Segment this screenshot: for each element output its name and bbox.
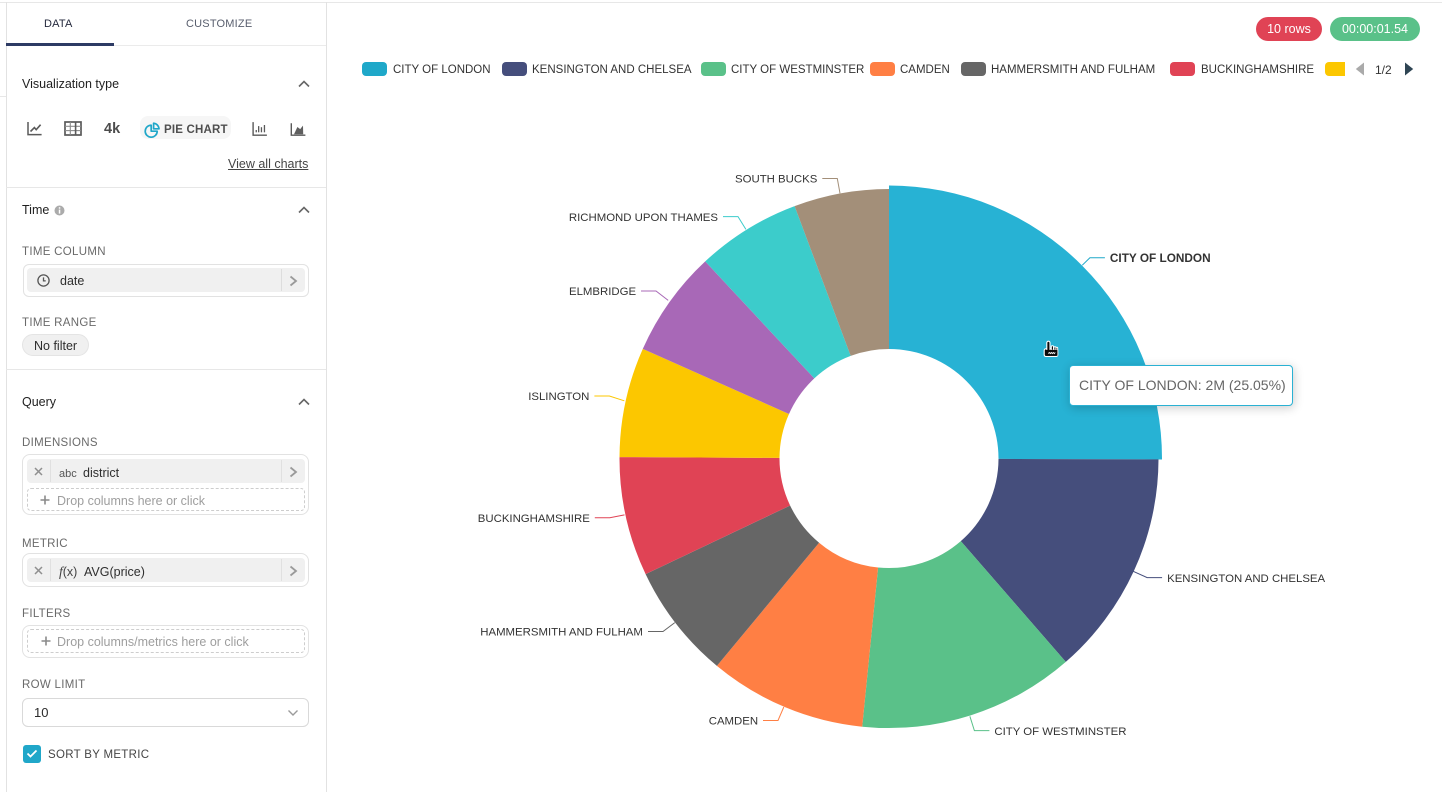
svg-text:BUCKINGHAMSHIRE: BUCKINGHAMSHIRE [478,513,590,525]
svg-text:SOUTH BUCKS: SOUTH BUCKS [735,174,818,186]
svg-text:ISLINGTON: ISLINGTON [528,391,589,403]
svg-text:CITY OF WESTMINSTER: CITY OF WESTMINSTER [994,726,1126,738]
svg-text:HAMMERSMITH AND FULHAM: HAMMERSMITH AND FULHAM [480,627,643,639]
svg-text:RICHMOND UPON THAMES: RICHMOND UPON THAMES [569,212,719,224]
svg-text:CAMDEN: CAMDEN [709,716,758,728]
svg-text:KENSINGTON AND CHELSEA: KENSINGTON AND CHELSEA [1167,573,1325,585]
svg-text:CITY OF LONDON: CITY OF LONDON [1110,251,1211,265]
svg-text:ELMBRIDGE: ELMBRIDGE [569,286,636,298]
